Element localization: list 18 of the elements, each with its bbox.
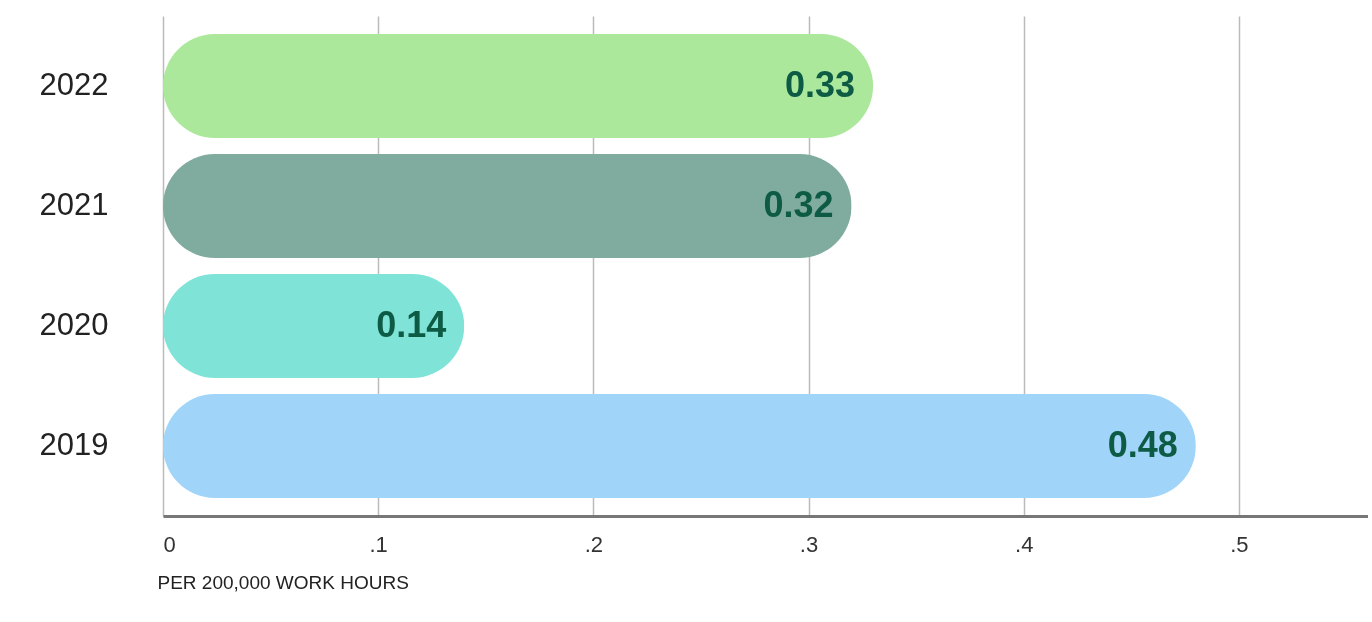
x-tick-label: .3 [799, 531, 819, 557]
y-tick-label: 2021 [39, 187, 109, 222]
y-tick-label: 2019 [39, 427, 109, 462]
x-axis-title: PER 200,000 WORK HOURS [157, 571, 409, 593]
y-tick-label: 2022 [39, 67, 109, 102]
y-tick-label: 2020 [39, 307, 109, 342]
data-label: 0.48 [1107, 424, 1178, 465]
data-label: 0.33 [785, 64, 856, 105]
data-label: 0.32 [763, 184, 834, 225]
data-label: 0.14 [376, 304, 447, 345]
x-tick-label: .1 [369, 531, 388, 557]
x-tick-label: .5 [1230, 531, 1249, 557]
x-tick-label: .2 [584, 531, 604, 557]
bar [163, 154, 852, 258]
bar [163, 394, 1196, 498]
bar [163, 34, 874, 138]
x-tick-label: .4 [1015, 531, 1034, 557]
x-tick-label: 0 [163, 531, 176, 557]
